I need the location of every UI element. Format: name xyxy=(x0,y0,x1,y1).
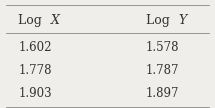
Text: Y: Y xyxy=(179,14,187,27)
Text: 1.602: 1.602 xyxy=(18,41,52,54)
Text: Log: Log xyxy=(18,14,46,27)
Text: 1.778: 1.778 xyxy=(18,64,52,77)
Text: 1.578: 1.578 xyxy=(146,41,179,54)
Text: 1.787: 1.787 xyxy=(146,64,179,77)
Text: Log: Log xyxy=(146,14,174,27)
Text: 1.903: 1.903 xyxy=(18,87,52,100)
Text: 1.897: 1.897 xyxy=(146,87,179,100)
Text: X: X xyxy=(51,14,60,27)
